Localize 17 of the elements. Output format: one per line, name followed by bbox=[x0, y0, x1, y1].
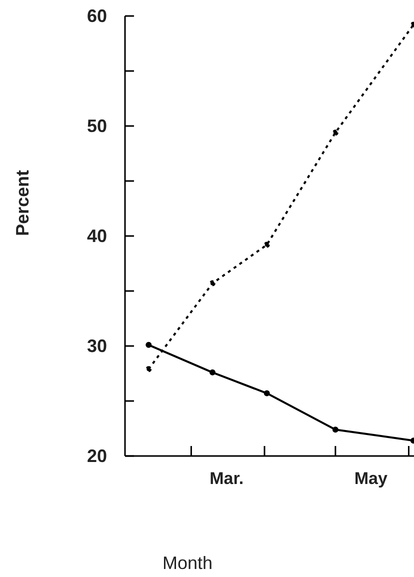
point bbox=[264, 390, 270, 396]
y-tick-label: 40 bbox=[86, 226, 107, 246]
x-tick-label: May bbox=[354, 469, 388, 488]
y-tick-label: 30 bbox=[86, 336, 107, 356]
point bbox=[332, 130, 338, 136]
point bbox=[146, 342, 152, 348]
y-axis-title: Percent bbox=[12, 170, 32, 236]
y-tick-label: 60 bbox=[86, 6, 107, 26]
point bbox=[264, 242, 270, 248]
y-tick-label: 20 bbox=[86, 446, 107, 466]
x-axis-title: Month bbox=[162, 553, 213, 573]
y-tick-label: 50 bbox=[86, 116, 107, 136]
point bbox=[332, 426, 338, 433]
point bbox=[209, 280, 216, 286]
x-tick-label: Mar. bbox=[210, 469, 244, 488]
point bbox=[209, 369, 216, 376]
point bbox=[146, 366, 152, 372]
